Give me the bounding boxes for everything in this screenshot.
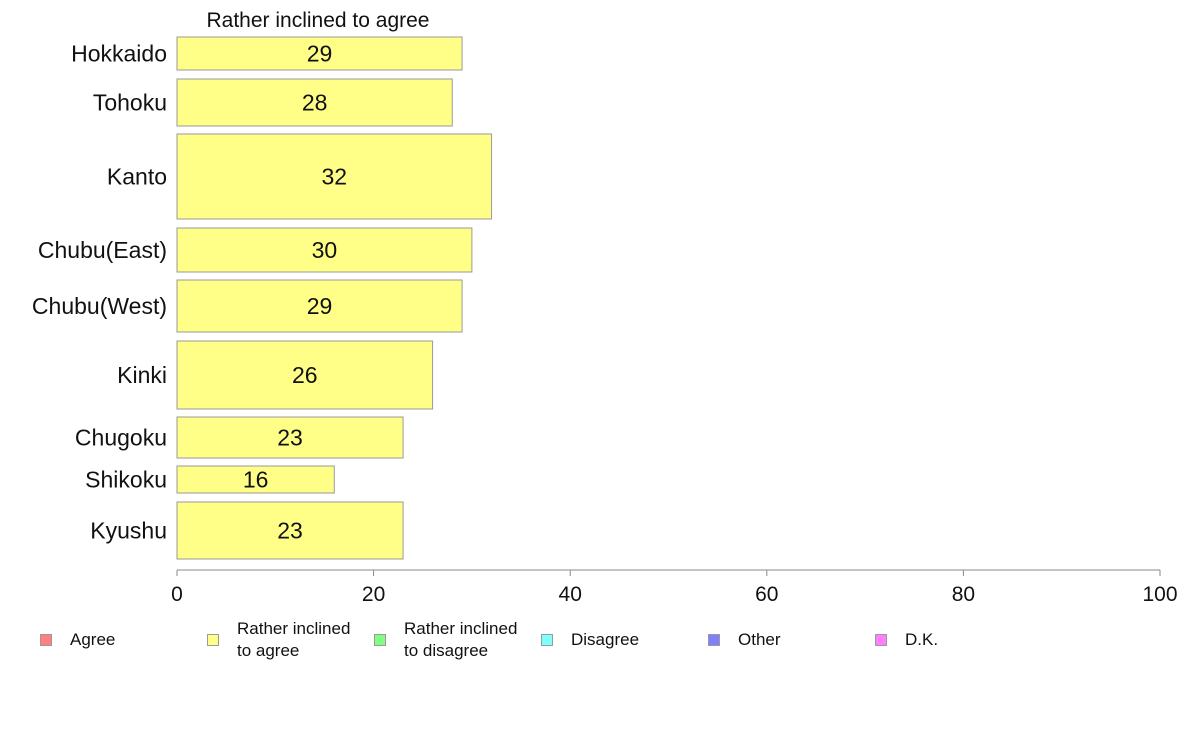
legend-swatch bbox=[207, 634, 219, 646]
bar-value-label: 23 bbox=[277, 425, 303, 451]
x-tick-label: 40 bbox=[559, 583, 582, 606]
category-label: Chubu(West) bbox=[32, 293, 167, 319]
category-label: Hokkaido bbox=[71, 41, 167, 67]
bars-layer: 29 Hokkaido 28 Tohoku 32 Kanto 30 Chubu(East) 29… bbox=[32, 36, 493, 560]
x-tick-label: 0 bbox=[171, 583, 183, 606]
bar-value-label: 23 bbox=[277, 518, 303, 544]
bar-chubu-west- bbox=[176, 279, 463, 333]
legend-label: Other bbox=[738, 629, 781, 651]
bar-value-label: 28 bbox=[302, 90, 328, 116]
bar-kanto bbox=[176, 133, 493, 220]
category-label: Chugoku bbox=[75, 425, 167, 451]
legend-label: Rather inclined to disagree bbox=[404, 618, 517, 662]
legend-label-line: D.K. bbox=[905, 630, 939, 649]
legend-swatch bbox=[875, 634, 887, 646]
bar-kyushu bbox=[176, 501, 404, 560]
category-label: Tohoku bbox=[93, 90, 167, 116]
chart-title: Rather inclined to agree bbox=[207, 9, 430, 32]
legend-label-line: Rather inclined bbox=[237, 619, 351, 638]
bar-chugoku bbox=[176, 416, 404, 459]
category-label: Chubu(East) bbox=[38, 237, 167, 263]
x-tick-label: 60 bbox=[755, 583, 778, 606]
bar-tohoku bbox=[176, 78, 453, 127]
bar-shikoku bbox=[176, 465, 335, 494]
bar-value-label: 29 bbox=[307, 293, 333, 319]
legend-swatch bbox=[708, 634, 720, 646]
legend-label-line: Other bbox=[738, 630, 781, 649]
category-label: Kanto bbox=[107, 164, 167, 190]
bar-hokkaido bbox=[176, 36, 463, 71]
legend-label-line: Rather inclined bbox=[404, 619, 518, 638]
x-tick-label: 80 bbox=[952, 583, 975, 606]
legend-label: Rather inclined to agree bbox=[237, 618, 350, 662]
bar-chubu-east- bbox=[176, 227, 473, 273]
legend-swatch bbox=[374, 634, 386, 646]
bar-value-label: 30 bbox=[312, 237, 338, 263]
legend-label-line: Agree bbox=[70, 630, 116, 649]
legend-swatch bbox=[40, 634, 52, 646]
legend-swatch bbox=[541, 634, 553, 646]
category-label: Kinki bbox=[117, 362, 167, 388]
legend-label: D.K. bbox=[905, 629, 938, 651]
category-label: Kyushu bbox=[90, 518, 167, 544]
legend-label-line: to agree bbox=[237, 641, 300, 660]
legend-label: Disagree bbox=[571, 629, 639, 651]
legend-label-line: Disagree bbox=[571, 630, 640, 649]
legend-label-line: to disagree bbox=[404, 641, 489, 660]
bar-value-label: 32 bbox=[321, 164, 347, 190]
x-tick-label: 20 bbox=[362, 583, 385, 606]
bar-value-label: 29 bbox=[307, 41, 333, 67]
x-axis: 0 20 40 60 80 100 bbox=[171, 569, 1178, 606]
legend-label: Agree bbox=[70, 629, 115, 651]
legend: Agree Rather inclined to agree Rather incli… bbox=[0, 618, 1188, 678]
category-label: Shikoku bbox=[85, 467, 167, 493]
bar-chart: Rather inclined to agree 29 Hokkaido 28 Toh… bbox=[32, 9, 1178, 606]
bar-kinki bbox=[176, 340, 434, 410]
bar-value-label: 16 bbox=[243, 467, 269, 493]
x-tick-label: 100 bbox=[1142, 583, 1177, 606]
bar-value-label: 26 bbox=[292, 362, 318, 388]
